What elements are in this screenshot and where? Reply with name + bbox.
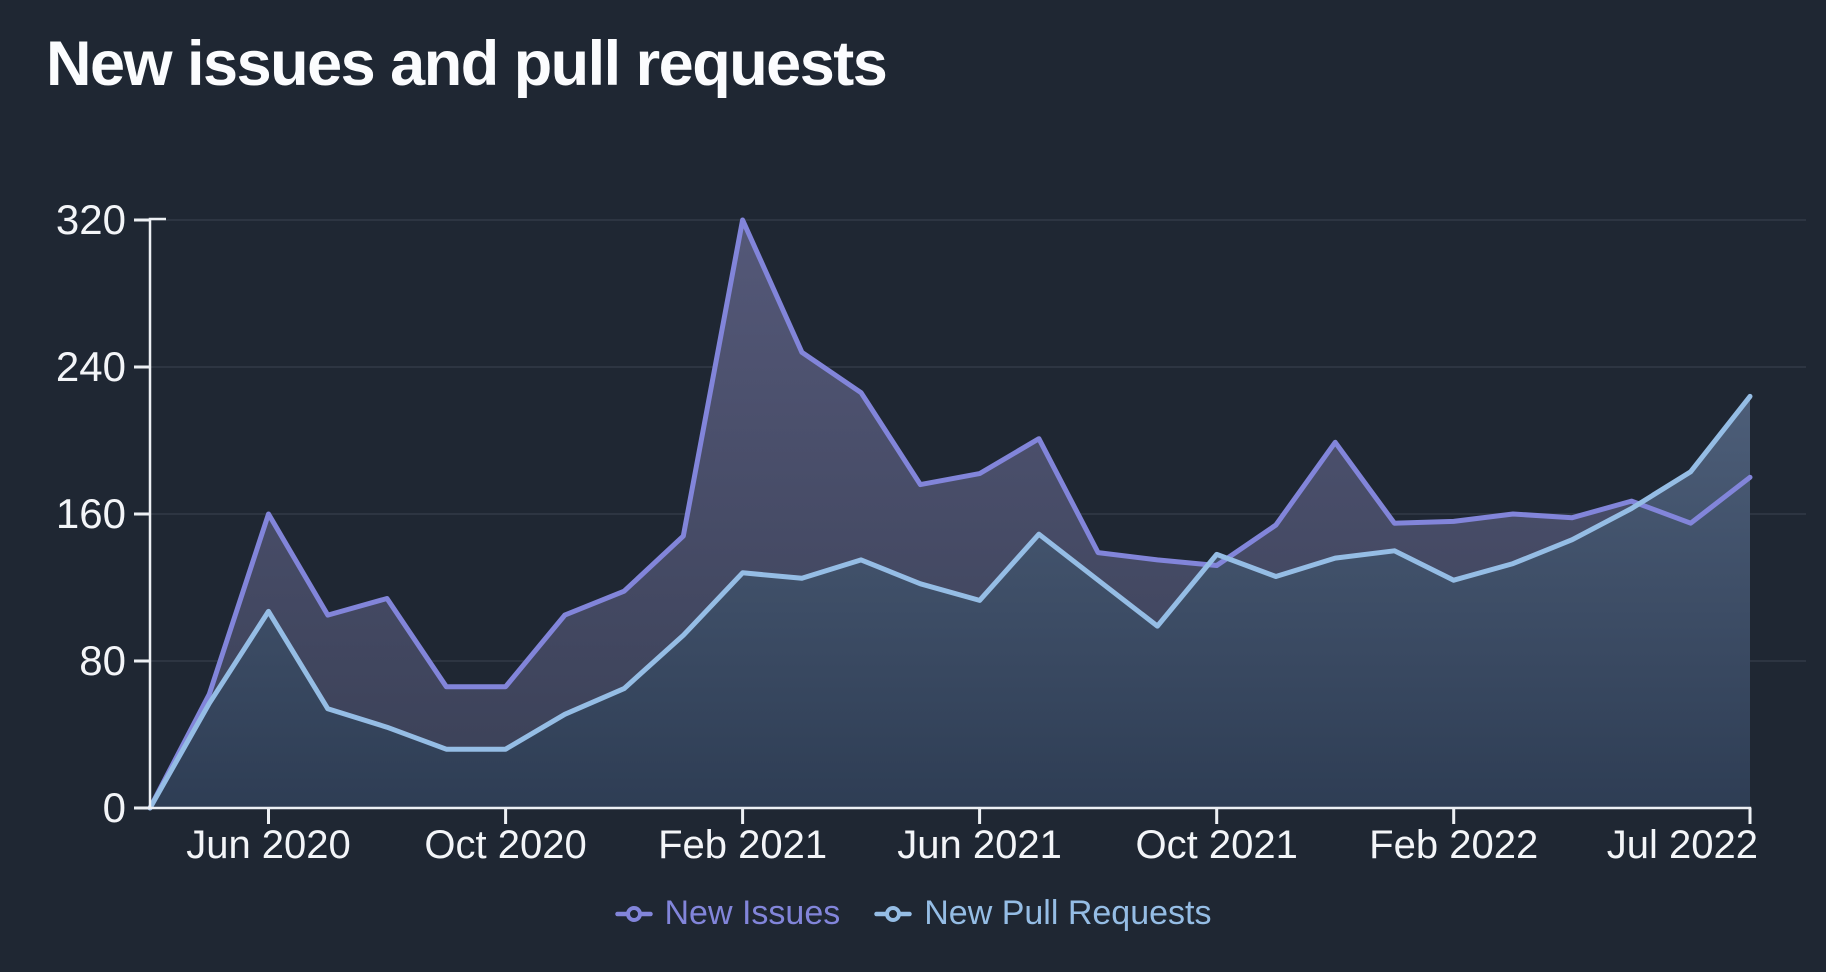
x-tick-label: Jul 2022 <box>1607 823 1758 867</box>
x-tick-label: Feb 2022 <box>1369 823 1538 867</box>
line-dot-marker-icon <box>614 905 653 922</box>
y-tick-label: 160 <box>56 490 126 537</box>
y-tick-label: 0 <box>103 784 126 831</box>
y-tick-label: 240 <box>56 343 126 390</box>
x-tick-label: Oct 2020 <box>424 823 586 867</box>
line-dot-marker-icon <box>874 905 912 922</box>
x-tick-label: Oct 2021 <box>1136 823 1298 867</box>
new-issues-line[interactable] <box>147 217 1753 811</box>
chart-title: New issues and pull requests <box>46 29 888 99</box>
new-pull-requests-area <box>150 396 1750 808</box>
x-tick-label: Jun 2021 <box>897 823 1062 867</box>
y-tick-label: 80 <box>79 637 126 684</box>
x-tick-label: Jun 2020 <box>186 823 351 867</box>
legend-label-new-issues: New Issues <box>664 894 841 932</box>
legend-item-new-issues[interactable]: New Issues <box>614 894 841 933</box>
legend-label-new-pull-requests: New Pull Requests <box>924 894 1212 932</box>
new-pull-requests-line[interactable] <box>147 393 1753 811</box>
legend-item-new-pull-requests[interactable]: New Pull Requests <box>874 894 1211 933</box>
legend: New Issues New Pull Requests <box>0 894 1826 933</box>
x-tick-label: Feb 2021 <box>658 823 827 867</box>
y-tick-label: 320 <box>56 196 126 243</box>
